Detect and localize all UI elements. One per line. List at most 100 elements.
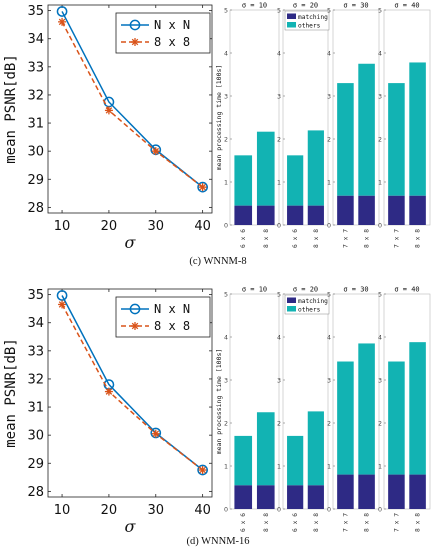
- legend-marker-circle: [129, 303, 141, 315]
- y-tick-label: 1: [224, 179, 228, 186]
- bar-panel-3: σ = 40 0 1 2 3 4 5 7 x 7 8 x 8: [378, 2, 431, 248]
- y-tick-label: 5: [277, 7, 281, 14]
- y-tick-label: 2: [224, 136, 228, 143]
- legend-label: others: [298, 22, 321, 29]
- x-tick-label: 20: [101, 503, 118, 518]
- bar-matching: [337, 474, 354, 509]
- y-tick-label: 3: [277, 93, 281, 100]
- x-tick-label: 10: [54, 219, 71, 234]
- x-tick-label: 30: [147, 219, 164, 234]
- panel-title: σ = 10: [242, 2, 267, 10]
- bar-category-label: 6 x 6: [240, 229, 247, 248]
- y-tick-label: 0: [327, 506, 331, 513]
- panel-title: σ = 10: [242, 286, 267, 294]
- bar-others: [234, 435, 253, 486]
- bar-others: [358, 343, 375, 475]
- bar-matching: [307, 485, 324, 509]
- y-tick-label: 4: [224, 334, 228, 341]
- y-tick-label: 3: [378, 377, 382, 384]
- y-tick-label: 5: [277, 291, 281, 298]
- bar-panel-2: σ = 30 0 1 2 3 4 5 7 x 7 8 x 8: [327, 2, 380, 248]
- series-line-1: [61, 21, 204, 188]
- panel-title: σ = 40: [394, 286, 419, 294]
- bar-others: [388, 361, 405, 475]
- x-tick-label: 20: [101, 219, 118, 234]
- y-tick-label: 4: [327, 334, 331, 341]
- legend-label: others: [298, 306, 321, 313]
- bar-matching: [409, 474, 426, 509]
- y-tick-label: 1: [224, 463, 228, 470]
- y-tick-label: 4: [378, 334, 382, 341]
- y-tick-label: 2: [327, 136, 331, 143]
- panel-title: σ = 30: [343, 286, 368, 294]
- bar-category-label: 6 x 6: [240, 513, 247, 532]
- bar-matching: [388, 195, 405, 225]
- star-stroke: [131, 38, 139, 46]
- legend-label: 8 x 8: [154, 319, 190, 333]
- figure-caption: (d) WNNM-16: [186, 536, 249, 547]
- star-stroke: [58, 301, 66, 308]
- bar-others: [388, 83, 405, 196]
- y-tick-label: 3: [224, 93, 228, 100]
- y-tick-label: 30: [27, 145, 44, 160]
- data-point-8x8: [151, 147, 160, 156]
- star-stroke: [105, 388, 113, 395]
- y-tick-label: 34: [27, 316, 44, 331]
- y-tick-label: 3: [327, 93, 331, 100]
- bar-others: [287, 435, 304, 486]
- bar-category-label: 8 x 8: [263, 229, 270, 248]
- panel-title: σ = 40: [394, 2, 419, 10]
- y-tick-label: 33: [27, 60, 44, 75]
- y-tick-label: 2: [378, 136, 382, 143]
- y-tick-label: 32: [27, 372, 44, 387]
- bar-matching: [234, 205, 253, 225]
- bar-matching: [409, 195, 426, 225]
- bar-matching: [388, 474, 405, 509]
- bar-matching: [358, 195, 375, 225]
- series-line-1: [61, 304, 204, 471]
- y-tick-label: 1: [277, 463, 281, 470]
- x-axis-label: σ: [125, 517, 137, 536]
- bar-others: [358, 63, 375, 196]
- y-tick-label: 2: [327, 420, 331, 427]
- y-tick-label: 5: [224, 291, 228, 298]
- y-tick-label: 1: [327, 463, 331, 470]
- bar-others: [409, 342, 426, 475]
- bar-category-label: 8 x 8: [313, 229, 320, 248]
- data-point-nxn: [56, 290, 68, 301]
- bar-category-label: 7 x 7: [393, 229, 400, 248]
- bar-category-label: 8 x 8: [364, 513, 371, 532]
- y-tick-label: 2: [378, 420, 382, 427]
- bar-category-label: 6 x 6: [292, 229, 299, 248]
- bar-others: [307, 411, 324, 486]
- y-tick-label: 5: [327, 7, 331, 14]
- figure-caption: (c) WNNM-8: [189, 256, 246, 267]
- bar-others: [337, 83, 354, 196]
- bar-category-label: 8 x 8: [313, 513, 320, 532]
- bar-others: [256, 131, 275, 206]
- star-stroke: [199, 466, 206, 474]
- star-stroke: [105, 107, 113, 114]
- y-tick-label: 4: [327, 50, 331, 57]
- star-stroke: [131, 322, 139, 330]
- bar-category-label: 7 x 7: [342, 513, 349, 532]
- data-point-nxn: [197, 181, 208, 193]
- x-tick-label: 30: [147, 503, 164, 518]
- y-tick-label: 29: [27, 173, 44, 188]
- y-tick-label: 1: [277, 179, 281, 186]
- bar-others: [256, 412, 275, 486]
- series-line-0: [61, 295, 204, 471]
- y-tick-label: 0: [224, 222, 228, 229]
- legend-marker-star: [131, 38, 139, 46]
- y-tick-label: 3: [378, 93, 382, 100]
- y-tick-label: 1: [327, 179, 331, 186]
- bar-others: [307, 130, 324, 206]
- y-tick-label: 5: [378, 7, 382, 14]
- bar-category-label: 6 x 6: [292, 513, 299, 532]
- bar-category-label: 8 x 8: [415, 513, 422, 532]
